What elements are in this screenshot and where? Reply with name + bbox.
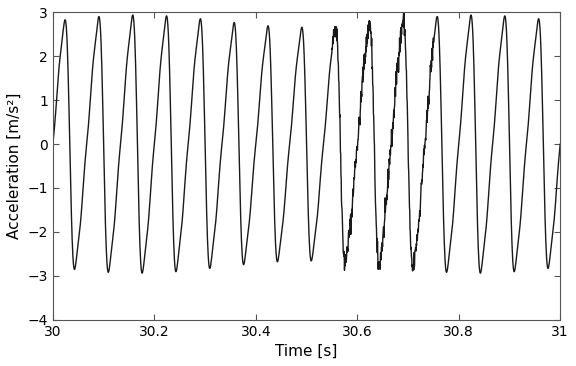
X-axis label: Time [s]: Time [s]	[275, 344, 338, 359]
Y-axis label: Acceleration [m/s²]: Acceleration [m/s²]	[7, 93, 22, 239]
